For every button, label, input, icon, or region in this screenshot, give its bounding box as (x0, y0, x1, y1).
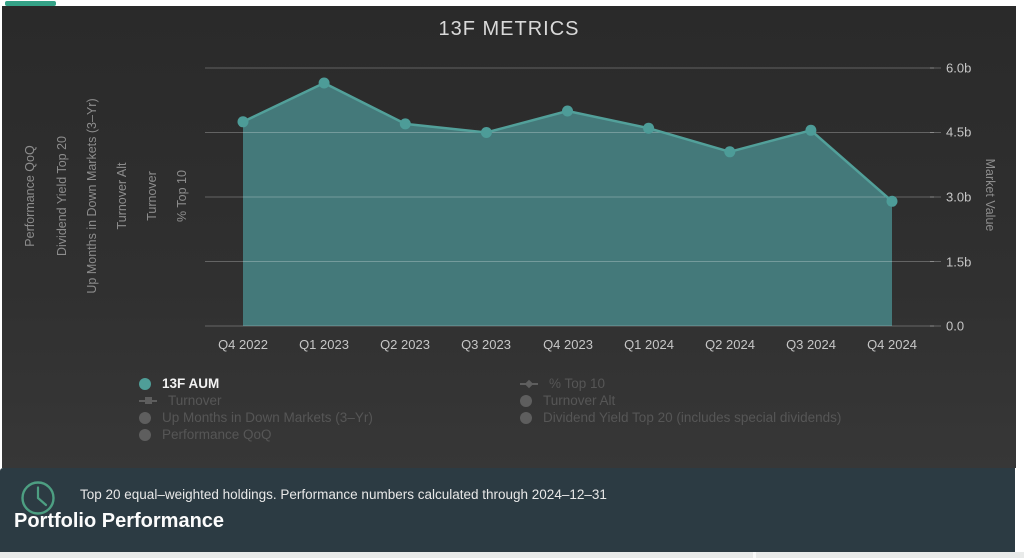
y-axis-title-market-value: Market Value (983, 158, 997, 232)
legend-label: Performance QoQ (162, 427, 272, 442)
metrics-chart-panel: 13F METRICS Performance QoQ Dividend Yie… (2, 6, 1016, 468)
legend-item-dividend-yield[interactable]: Dividend Yield Top 20 (includes special … (520, 409, 841, 426)
legend-label: Dividend Yield Top 20 (includes special … (543, 410, 842, 425)
section-divider (753, 552, 756, 558)
legend-item-13f-aum[interactable]: 13F AUM (139, 375, 373, 392)
chart-title: 13F METRICS (438, 18, 580, 40)
x-tick-label: Q4 2023 (543, 337, 593, 352)
legend-item-performance-qoq[interactable]: Performance QoQ (139, 426, 373, 443)
top-accent-bar (5, 1, 56, 6)
x-tick-label: Q2 2024 (705, 337, 755, 352)
footer-note: Top 20 equal–weighted holdings. Performa… (80, 487, 607, 502)
next-section-edge (0, 552, 1024, 558)
legend-label: Turnover (168, 393, 222, 408)
circle-marker-icon (520, 411, 532, 424)
legend-label: % Top 10 (549, 376, 606, 391)
y-tick-label: 6.0b (946, 60, 972, 76)
x-tick-label: Q1 2024 (624, 337, 674, 352)
x-tick-label: Q2 2023 (380, 337, 430, 352)
y-tick-label: 1.5b (946, 254, 972, 270)
legend-item-pct-top10[interactable]: % Top 10 (520, 375, 841, 392)
legend-column-right: % Top 10 Turnover Alt Dividend Yield Top… (520, 375, 841, 426)
x-tick-label: Q1 2023 (299, 337, 349, 352)
x-tick-label: Q4 2024 (867, 337, 917, 352)
legend-label: 13F AUM (162, 376, 220, 391)
circle-marker-icon (139, 428, 151, 441)
circle-marker-icon (139, 411, 151, 424)
y-tick-label: 4.5b (946, 124, 972, 140)
line-square-marker-icon (139, 397, 157, 404)
circle-marker-icon (139, 377, 151, 390)
legend-label: Up Months in Down Markets (3–Yr) (162, 410, 373, 425)
portfolio-performance-header: Top 20 equal–weighted holdings. Performa… (0, 468, 1015, 552)
x-tick-label: Q3 2023 (461, 337, 511, 352)
y-tick-label: 0.0 (946, 318, 965, 334)
legend-column-left: 13F AUM Turnover Up Months in Down Marke… (139, 375, 373, 443)
line-diamond-marker-icon (520, 379, 538, 388)
clock-icon (21, 481, 55, 515)
circle-marker-icon (520, 394, 532, 407)
legend-item-up-months[interactable]: Up Months in Down Markets (3–Yr) (139, 409, 373, 426)
y-tick-label: 3.0b (946, 189, 972, 205)
x-tick-label: Q3 2024 (786, 337, 836, 352)
legend-label: Turnover Alt (543, 393, 616, 408)
legend-item-turnover[interactable]: Turnover (139, 392, 373, 409)
section-heading: Portfolio Performance (14, 510, 225, 532)
legend-item-turnover-alt[interactable]: Turnover Alt (520, 392, 841, 409)
x-tick-label: Q4 2022 (218, 337, 268, 352)
area-chart-plot[interactable] (2, 6, 1016, 468)
